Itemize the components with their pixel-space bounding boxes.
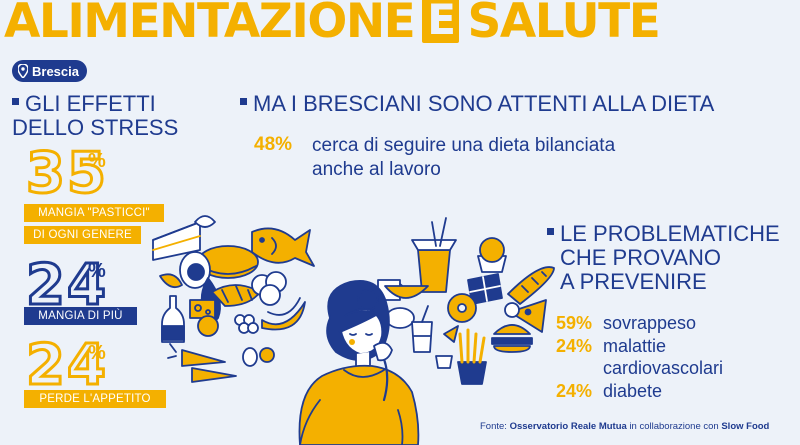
title-part2: SALUTE xyxy=(467,0,660,49)
diet-heading: MA I BRESCIANI SONO ATTENTI ALLA DIETA xyxy=(240,92,780,116)
carrot-icon xyxy=(167,343,237,383)
takeaway-box-icon xyxy=(411,217,457,293)
bottle-icon xyxy=(161,295,185,343)
list-item: 59% sovrappeso xyxy=(556,313,697,333)
location-label: Brescia xyxy=(32,63,79,79)
stat-unit: % xyxy=(88,342,106,364)
cake-slice-icon xyxy=(152,221,201,261)
stat-value: 35 xyxy=(25,141,108,206)
burger-icon xyxy=(491,324,533,353)
woman-illustration xyxy=(298,280,420,445)
leaf-icon xyxy=(159,215,216,288)
problems-heading: LE PROBLEMATICHE CHE PROVANO A PREVENIRE xyxy=(547,222,787,294)
cheese-icon xyxy=(189,299,216,319)
stat-label: MANGIA "PASTICCI" xyxy=(24,204,164,222)
baguette-icon xyxy=(507,266,555,305)
soda-glass-icon xyxy=(411,305,433,353)
bullet-icon xyxy=(240,98,247,105)
problems-list: 59% sovrappeso 24% malattie cardiovascol… xyxy=(556,312,796,402)
stat-unit: % xyxy=(88,260,106,282)
location-badge: Brescia xyxy=(12,60,87,82)
title-part1: ALIMENTAZIONE xyxy=(4,0,416,49)
stat-value: 24 xyxy=(25,333,108,398)
bowl-icon xyxy=(384,285,429,299)
list-item: 24% malattie cardiovascolari xyxy=(556,336,724,378)
cauliflower-icon xyxy=(251,271,287,306)
fries-icon xyxy=(457,328,487,385)
diet-text: cerca di seguire una dieta bilanciata an… xyxy=(312,135,616,180)
fish-icon xyxy=(251,227,315,267)
chips-icon xyxy=(443,325,459,343)
donut-icon xyxy=(447,293,477,323)
berries-icon xyxy=(234,314,259,334)
map-pin-icon xyxy=(18,64,28,78)
banana-icon xyxy=(261,297,306,331)
lollipop-icon xyxy=(504,302,520,318)
stat-unit: % xyxy=(88,150,106,172)
cup-icon xyxy=(435,355,453,369)
plate-icon xyxy=(385,307,415,329)
bullet-icon xyxy=(12,98,19,105)
avocado-icon xyxy=(179,251,211,289)
bullet-icon xyxy=(547,228,554,235)
stress-heading: GLI EFFETTI DELLO STRESS xyxy=(12,91,179,140)
stat-value: 24 xyxy=(25,253,108,318)
stat-label: PERDE L'APPETITO xyxy=(24,390,166,408)
source-credit: Fonte: Osservatorio Reale Mutua in colla… xyxy=(480,421,770,432)
muffin-icon xyxy=(477,237,507,273)
list-item: 24% diabete xyxy=(556,381,663,401)
orange-icon xyxy=(197,315,219,337)
title-connector: E xyxy=(422,0,460,43)
stat-label: MANGIA DI PIÙ xyxy=(24,307,137,325)
page-title: ALIMENTAZIONE E SALUTE xyxy=(4,0,800,52)
egg-icon xyxy=(242,347,275,367)
diet-value: 48% xyxy=(254,134,293,155)
stat-label-line2: DI OGNI GENERE xyxy=(24,226,141,244)
pizza-icon xyxy=(509,299,547,333)
